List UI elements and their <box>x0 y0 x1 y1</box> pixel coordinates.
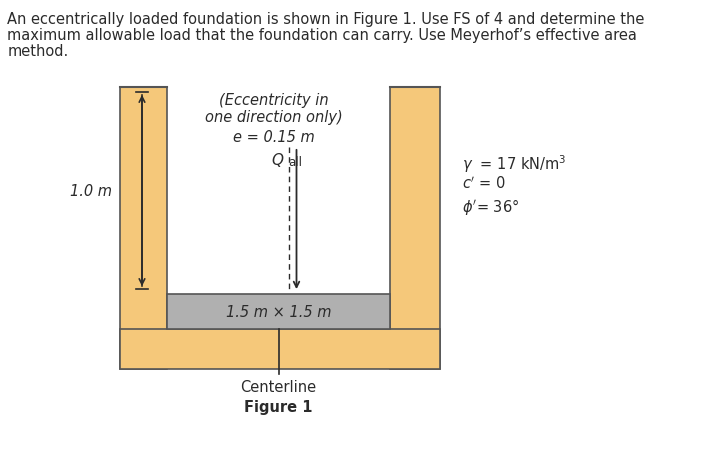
Text: $\mathit{\phi}'$= 36°: $\mathit{\phi}'$= 36° <box>462 197 519 217</box>
Bar <box>390 88 440 369</box>
Text: method.: method. <box>7 44 69 59</box>
Bar <box>120 88 167 369</box>
Bar <box>120 329 440 369</box>
Text: maximum allowable load that the foundation can carry. Use Meyerhof’s effective a: maximum allowable load that the foundati… <box>7 28 637 43</box>
Text: 1.0 m: 1.0 m <box>70 184 112 198</box>
Text: Figure 1: Figure 1 <box>245 399 312 414</box>
Text: e = 0.15 m: e = 0.15 m <box>232 130 315 145</box>
Text: all: all <box>288 156 302 169</box>
Text: 1.5 m × 1.5 m: 1.5 m × 1.5 m <box>226 304 331 319</box>
Text: $\mathit{Q}$: $\mathit{Q}$ <box>271 151 285 169</box>
Text: Centerline: Centerline <box>240 379 317 394</box>
Text: $\mathit{\gamma}$  = 17 kN/m$^3$: $\mathit{\gamma}$ = 17 kN/m$^3$ <box>462 153 566 174</box>
Text: An eccentrically loaded foundation is shown in Figure 1. Use FS of 4 and determi: An eccentrically loaded foundation is sh… <box>7 12 644 27</box>
Text: one direction only): one direction only) <box>204 110 342 125</box>
Text: $\mathit{c}'$ = 0: $\mathit{c}'$ = 0 <box>462 175 506 191</box>
Bar <box>167 294 390 329</box>
Text: (Eccentricity in: (Eccentricity in <box>219 93 328 108</box>
